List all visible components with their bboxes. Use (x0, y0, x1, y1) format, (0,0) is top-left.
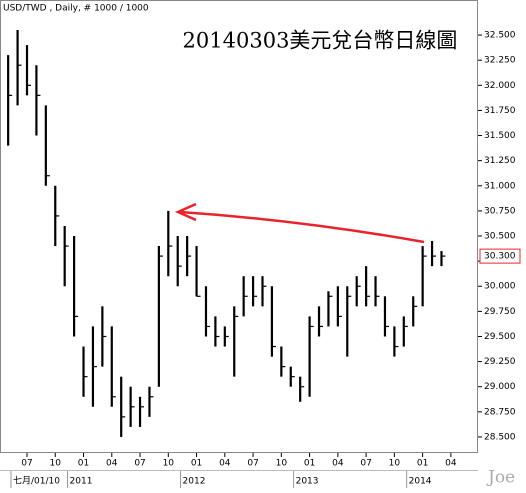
year-label: 2012 (183, 477, 206, 487)
y-tick-label: 32.000 (484, 81, 516, 91)
watermark: Joe (486, 468, 515, 488)
y-tick-label: 31.000 (484, 181, 516, 191)
y-tick-label: 31.750 (484, 106, 516, 116)
x-tick-label: 10 (276, 459, 288, 469)
year-label: 2013 (296, 477, 319, 487)
year-label: 2014 (409, 477, 432, 487)
chart-title: 20140303美元兌台幣日線圖 (183, 29, 458, 53)
year-label: 七月/01/10 (13, 476, 60, 487)
x-tick-label: 04 (445, 459, 457, 469)
x-tick-label: 10 (163, 459, 175, 469)
y-tick-label: 31.250 (484, 156, 516, 166)
x-tick-label: 01 (191, 459, 202, 469)
annotation-arrowhead (174, 202, 197, 222)
x-tick-label: 01 (417, 459, 428, 469)
y-tick-label: 28.500 (484, 432, 516, 442)
y-tick-label: 31.500 (484, 131, 516, 141)
x-tick-label: 01 (304, 459, 315, 469)
x-tick-label: 07 (134, 459, 145, 469)
y-tick-label: 29.500 (484, 332, 516, 342)
x-tick-label: 07 (360, 459, 371, 469)
y-tick-label: 32.250 (484, 56, 516, 66)
plot-frame (0, 0, 478, 453)
y-tick-label: 29.250 (484, 357, 516, 367)
y-tick-label: 30.500 (484, 232, 516, 242)
y-tick-label: 29.750 (484, 307, 516, 317)
x-tick-label: 04 (106, 459, 118, 469)
chart-subtitle: USD/TWD , Daily, # 1000 / 1000 (3, 4, 149, 14)
y-tick-label: 30.750 (484, 206, 516, 216)
x-tick-label: 04 (219, 459, 231, 469)
x-tick-label: 01 (78, 459, 89, 469)
last-price-box (479, 248, 521, 264)
x-tick-label: 10 (389, 459, 401, 469)
y-tick-label: 28.750 (484, 407, 516, 417)
x-tick-label: 10 (50, 459, 62, 469)
y-tick-label: 32.500 (484, 31, 516, 41)
y-tick-label: 29.000 (484, 382, 516, 392)
x-tick-label: 04 (332, 459, 344, 469)
x-tick-label: 07 (21, 459, 32, 469)
annotation-arrow (179, 210, 425, 244)
last-price-label: 30.300 (484, 252, 516, 262)
year-label: 2011 (70, 477, 93, 487)
x-tick-label: 07 (247, 459, 258, 469)
y-tick-label: 30.000 (484, 282, 516, 292)
